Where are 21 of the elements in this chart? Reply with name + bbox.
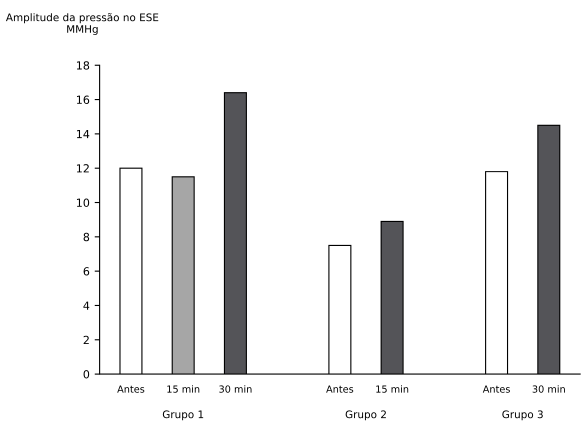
x-tick-label: 15 min	[376, 385, 408, 393]
x-tick-label: Antes	[117, 386, 144, 393]
y-tick-label: 8	[84, 232, 90, 242]
x-tick-label: 30 min	[532, 385, 565, 393]
text: Grupo 1	[162, 410, 204, 420]
x-tick-label: Antes	[482, 386, 510, 393]
y-tick-label: 16	[76, 96, 90, 104]
y-tick-label: 10	[76, 198, 90, 207]
x-tick-label: 30 min	[219, 385, 252, 393]
text: Grupo 3	[502, 410, 543, 420]
y-tick-label: 12	[76, 164, 89, 172]
x-tick-label: 15 min	[167, 385, 200, 393]
y-tick-label: 4	[83, 302, 90, 310]
y-tick-label: 14	[76, 130, 90, 138]
text: Grupo 2	[346, 410, 386, 420]
x-tick-label: Antes	[326, 386, 354, 393]
y-tick-label: 18	[76, 61, 90, 70]
y-tick-label: 6	[84, 267, 90, 276]
y-axis-title: Amplitude da pressão no ESE MMHg	[6, 13, 158, 35]
y-tick-label: 0	[84, 370, 90, 378]
y-tick-label: 2	[84, 336, 89, 344]
